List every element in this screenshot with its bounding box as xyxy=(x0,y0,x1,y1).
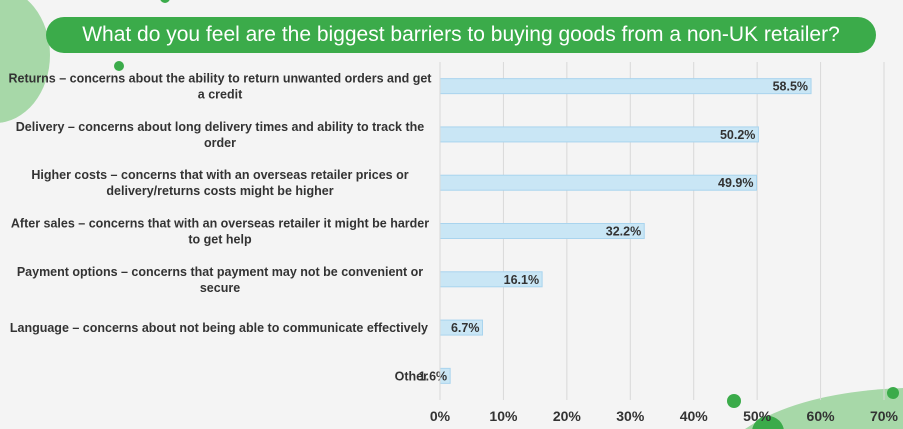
x-tick-label: 60% xyxy=(807,408,836,424)
decor-dot-bottom-right xyxy=(887,387,899,399)
decor-circle-bottom xyxy=(752,416,784,429)
bar xyxy=(439,78,812,95)
category-label: delivery/returns costs might be higher xyxy=(106,184,333,198)
data-label: 49.9% xyxy=(718,176,753,190)
category-label: Other xyxy=(395,369,428,383)
category-label: Delivery – concerns about long delivery … xyxy=(16,120,425,134)
category-label: order xyxy=(204,136,236,150)
category-label: Payment options – concerns that payment … xyxy=(17,265,423,279)
category-label: a credit xyxy=(198,88,243,102)
decor-dot-top-left xyxy=(114,61,124,71)
bar xyxy=(439,126,759,143)
decor-dot-top-edge xyxy=(160,0,170,3)
x-tick-label: 20% xyxy=(553,408,582,424)
x-tick-label: 30% xyxy=(616,408,645,424)
x-tick-label: 40% xyxy=(680,408,709,424)
data-label: 58.5% xyxy=(773,80,808,94)
decor-blob-top-left xyxy=(0,0,50,123)
category-label: secure xyxy=(200,281,240,295)
category-label: Returns – concerns about the ability to … xyxy=(9,72,433,86)
data-label: 16.1% xyxy=(504,273,539,287)
category-label: Language – concerns about not being able… xyxy=(10,321,428,335)
data-label: 50.2% xyxy=(720,128,755,142)
chart-title: What do you feel are the biggest barrier… xyxy=(46,17,876,53)
data-label: 32.2% xyxy=(606,225,641,239)
x-tick-label: 0% xyxy=(430,408,451,424)
category-label: Higher costs – concerns that with an ove… xyxy=(31,168,408,182)
category-label: to get help xyxy=(188,233,252,247)
x-tick-label: 10% xyxy=(489,408,518,424)
x-tick-label: 50% xyxy=(743,408,772,424)
x-tick-label: 70% xyxy=(870,408,899,424)
data-label: 6.7% xyxy=(451,321,480,335)
decor-dot-bottom-middle xyxy=(727,394,741,408)
category-label: After sales – concerns that with an over… xyxy=(11,217,429,231)
bar xyxy=(439,174,758,191)
decor-wave-bottom-right xyxy=(745,388,903,429)
